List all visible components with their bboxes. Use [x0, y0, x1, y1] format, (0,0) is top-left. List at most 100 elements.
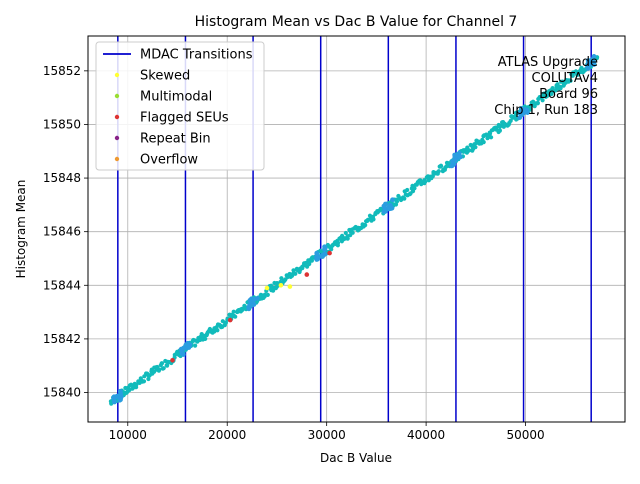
data-point [203, 336, 208, 341]
data-point [497, 128, 502, 133]
data-point [159, 361, 165, 366]
x-axis-label: Dac B Value [320, 451, 392, 465]
annotation-line: Board 96 [539, 87, 598, 102]
legend-dot-marker [114, 114, 120, 120]
data-point [423, 179, 428, 184]
special-point-skewed [287, 284, 293, 289]
transition-cluster-point [385, 205, 391, 211]
grid [88, 36, 625, 422]
data-point [265, 292, 270, 297]
legend: MDAC Transitions Skewed Multimodal Flagged … [95, 41, 265, 171]
data-point [335, 240, 341, 245]
transition-cluster-point [251, 297, 257, 302]
legend-label: MDAC Transitions [140, 48, 253, 63]
transition-cluster-point [589, 57, 595, 63]
legend-dot-marker [114, 135, 120, 141]
data-point [489, 135, 494, 140]
legend-label: Flagged SEUs [140, 111, 229, 126]
legend-label: Skewed [140, 69, 190, 84]
legend-box [95, 41, 265, 171]
data-point [535, 100, 540, 105]
x-tick-label: 40000 [407, 428, 445, 442]
transition-cluster-point [585, 63, 591, 69]
y-tick-label: 15844 [43, 278, 81, 292]
transition-cluster-point [522, 110, 527, 115]
x-tick-label: 50000 [506, 428, 544, 442]
special-point-skewed [278, 283, 284, 288]
data-point [134, 382, 139, 387]
data-point [568, 78, 573, 83]
transition-cluster-point [382, 204, 387, 210]
data-point [528, 107, 533, 112]
legend-label: Overflow [140, 153, 198, 168]
transition-cluster-point [117, 397, 123, 403]
legend-dot-marker [114, 156, 120, 162]
y-axis-ticks: 15840 15842 15844 15846 15848 15850 15852 [43, 64, 88, 400]
y-tick-label: 15850 [43, 117, 81, 131]
data-point [240, 307, 245, 312]
data-point [231, 309, 236, 314]
special-point-flagged-seus [170, 358, 175, 363]
data-point [233, 314, 238, 319]
data-point [165, 363, 170, 368]
transition-cluster-point [319, 254, 325, 259]
transition-cluster-point [452, 153, 458, 159]
legend-dot-marker [114, 93, 120, 99]
data-point [309, 258, 314, 263]
transition-cluster-point [314, 251, 320, 257]
x-axis-ticks: 10000 20000 30000 40000 50000 [109, 422, 545, 442]
data-point [343, 230, 348, 236]
chart-title: Histogram Mean vs Dac B Value for Channe… [195, 14, 518, 30]
y-tick-label: 15848 [43, 171, 81, 185]
data-point [570, 73, 575, 78]
data-point [215, 328, 220, 333]
data-point [573, 69, 579, 74]
data-point [303, 260, 308, 266]
x-tick-label: 10000 [109, 428, 147, 442]
legend-label: Repeat Bin [140, 132, 211, 147]
transition-cluster-point [517, 110, 523, 116]
transition-cluster-point [247, 303, 253, 308]
y-tick-label: 15852 [43, 64, 81, 78]
data-point [540, 98, 545, 103]
data-point [412, 186, 417, 191]
data-point [156, 368, 161, 373]
transition-cluster-point [322, 247, 327, 252]
transition-cluster-point [457, 154, 463, 160]
annotation-line: COLUTAv4 [532, 71, 598, 86]
data-point [473, 145, 478, 150]
transition-cluster-point [118, 390, 123, 396]
y-tick-label: 15842 [43, 332, 81, 346]
special-point-flagged-seus [327, 250, 332, 256]
data-point [405, 187, 410, 193]
transition-cluster-point [450, 159, 455, 164]
data-point [555, 82, 560, 87]
data-point [141, 379, 147, 384]
data-point [350, 230, 355, 235]
data-point [279, 276, 284, 281]
special-points [170, 250, 332, 363]
transition-cluster-point [390, 197, 395, 203]
special-point-flagged-seus [304, 272, 310, 277]
special-point-flagged-seus [227, 317, 233, 323]
data-point [481, 140, 486, 145]
data-point [394, 199, 400, 204]
x-tick-label: 20000 [208, 428, 246, 442]
data-point [363, 223, 368, 228]
transition-cluster-point [186, 345, 192, 350]
transition-clusters [111, 54, 597, 405]
data-point [444, 164, 449, 169]
annotation-line: ATLAS Upgrade [498, 55, 598, 70]
data-point [193, 343, 198, 348]
transition-cluster-point [181, 345, 187, 351]
data-point [371, 217, 376, 222]
y-tick-label: 15840 [43, 386, 81, 400]
legend-label: Multimodal [140, 90, 212, 105]
y-tick-label: 15846 [43, 225, 81, 239]
x-tick-label: 30000 [308, 428, 346, 442]
data-point [402, 196, 407, 201]
transition-cluster-point [449, 163, 455, 168]
annotation-line: Chip 1, Run 183 [494, 103, 598, 118]
data-point [553, 88, 558, 93]
